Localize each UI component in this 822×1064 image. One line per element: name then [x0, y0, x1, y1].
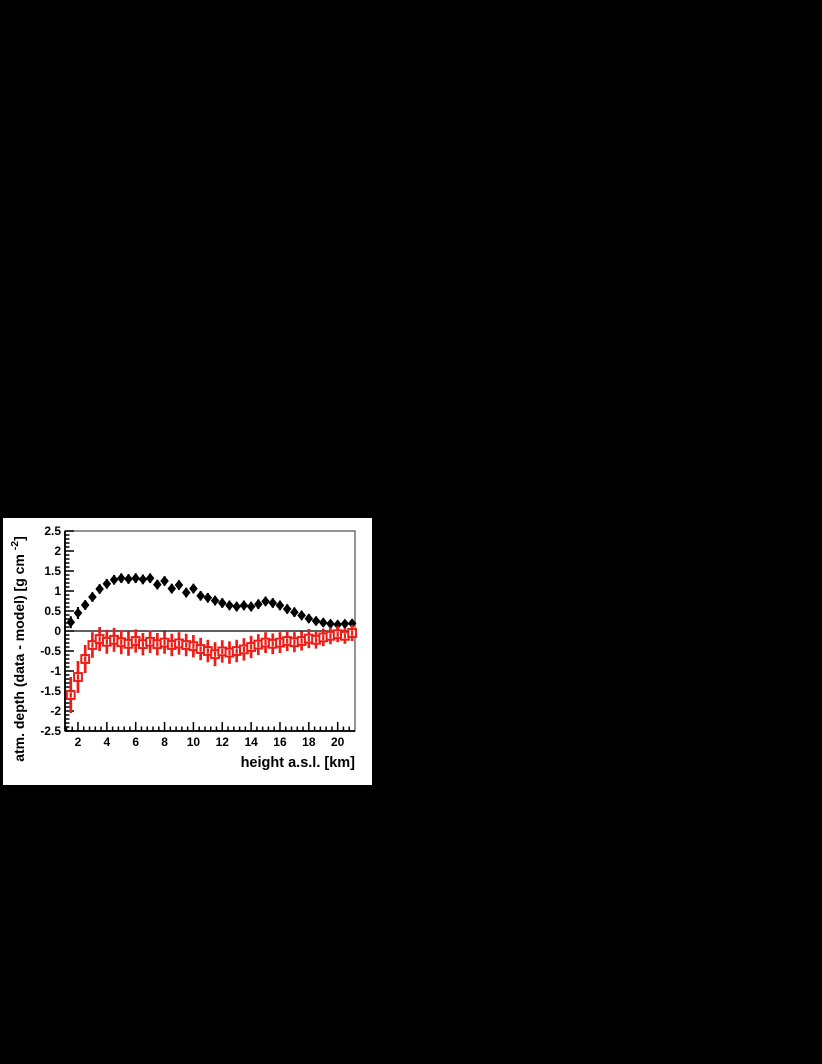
black-diamond-marker — [196, 590, 205, 601]
black-diamond-marker — [297, 610, 306, 621]
black-diamond-marker — [116, 573, 126, 584]
x-axis-title: height a.s.l. [km] — [241, 755, 356, 771]
black-diamond-marker — [254, 599, 263, 610]
black-diamond-marker — [311, 615, 321, 627]
x-tick-label: 18 — [302, 735, 316, 749]
y-tick-label: -0.5 — [40, 644, 61, 658]
black-diamond-marker — [304, 613, 314, 624]
x-tick-label: 20 — [331, 735, 345, 749]
black-diamond-marker — [210, 595, 220, 606]
black-diamond-marker — [189, 583, 198, 594]
y-tick-label: 2 — [54, 544, 61, 558]
black-diamond-marker — [268, 597, 278, 609]
black-diamond-marker — [109, 574, 119, 585]
x-tick-label: 8 — [161, 735, 168, 749]
black-diamond-marker — [282, 603, 292, 615]
black-diamond-marker — [138, 574, 148, 585]
x-tick-label: 16 — [273, 735, 287, 749]
x-tick-label: 12 — [216, 735, 230, 749]
black-diamond-marker — [160, 575, 169, 587]
x-tick-label: 2 — [75, 735, 82, 749]
black-diamond-marker — [340, 618, 350, 629]
x-tick-labels: 2 4 6 8 10 12 14 16 18 20 — [75, 735, 345, 749]
y-tick-label: 1.5 — [44, 564, 61, 578]
series-black-diamonds — [66, 573, 357, 630]
black-diamond-marker — [225, 600, 234, 611]
x-tick-label: 6 — [132, 735, 139, 749]
black-diamond-marker — [203, 592, 213, 603]
black-diamond-marker — [95, 583, 104, 595]
black-diamond-marker — [145, 573, 155, 584]
x-tick-label: 4 — [103, 735, 110, 749]
y-tick-label: 0.5 — [44, 604, 61, 618]
x-tick-label: 14 — [244, 735, 258, 749]
y-tick-label: -2 — [50, 704, 61, 718]
black-diamond-marker — [73, 607, 83, 619]
black-diamond-marker — [239, 600, 249, 611]
tick-marks — [65, 530, 350, 732]
y-tick-label: 0 — [54, 624, 61, 638]
black-diamond-marker — [124, 573, 133, 585]
black-diamond-marker — [88, 591, 97, 603]
y-tick-label: -2.5 — [40, 724, 61, 738]
black-diamond-marker — [80, 599, 90, 611]
black-diamond-marker — [217, 597, 227, 609]
y-tick-label: -1.5 — [40, 684, 61, 698]
y-tick-label: -1 — [50, 664, 61, 678]
black-diamond-marker — [290, 607, 299, 618]
chart-panel: 2.5 2 1.5 1 0.5 0 -0.5 -1 -1.5 -2 -2.5 2 4 6 8 10 12 14 16… — [3, 518, 372, 785]
series-red-squares — [65, 625, 358, 713]
black-diamond-marker — [181, 587, 191, 598]
black-diamond-marker — [246, 601, 256, 612]
black-diamond-marker — [261, 596, 270, 607]
y-tick-labels: 2.5 2 1.5 1 0.5 0 -0.5 -1 -1.5 -2 -2.5 — [40, 524, 61, 738]
black-diamond-marker — [174, 579, 184, 591]
residuals-chart: 2.5 2 1.5 1 0.5 0 -0.5 -1 -1.5 -2 -2.5 2 4 6 8 10 12 14 16… — [9, 524, 358, 771]
y-axis-title: atm. depth (data - model) [g cm -2] — [9, 536, 27, 762]
y-tick-label: 2.5 — [44, 524, 61, 538]
black-diamond-marker — [102, 578, 112, 589]
black-diamond-marker — [232, 601, 241, 612]
y-tick-label: 1 — [54, 584, 61, 598]
black-diamond-marker — [318, 617, 328, 628]
black-diamond-marker — [131, 573, 140, 584]
x-tick-label: 10 — [187, 735, 201, 749]
